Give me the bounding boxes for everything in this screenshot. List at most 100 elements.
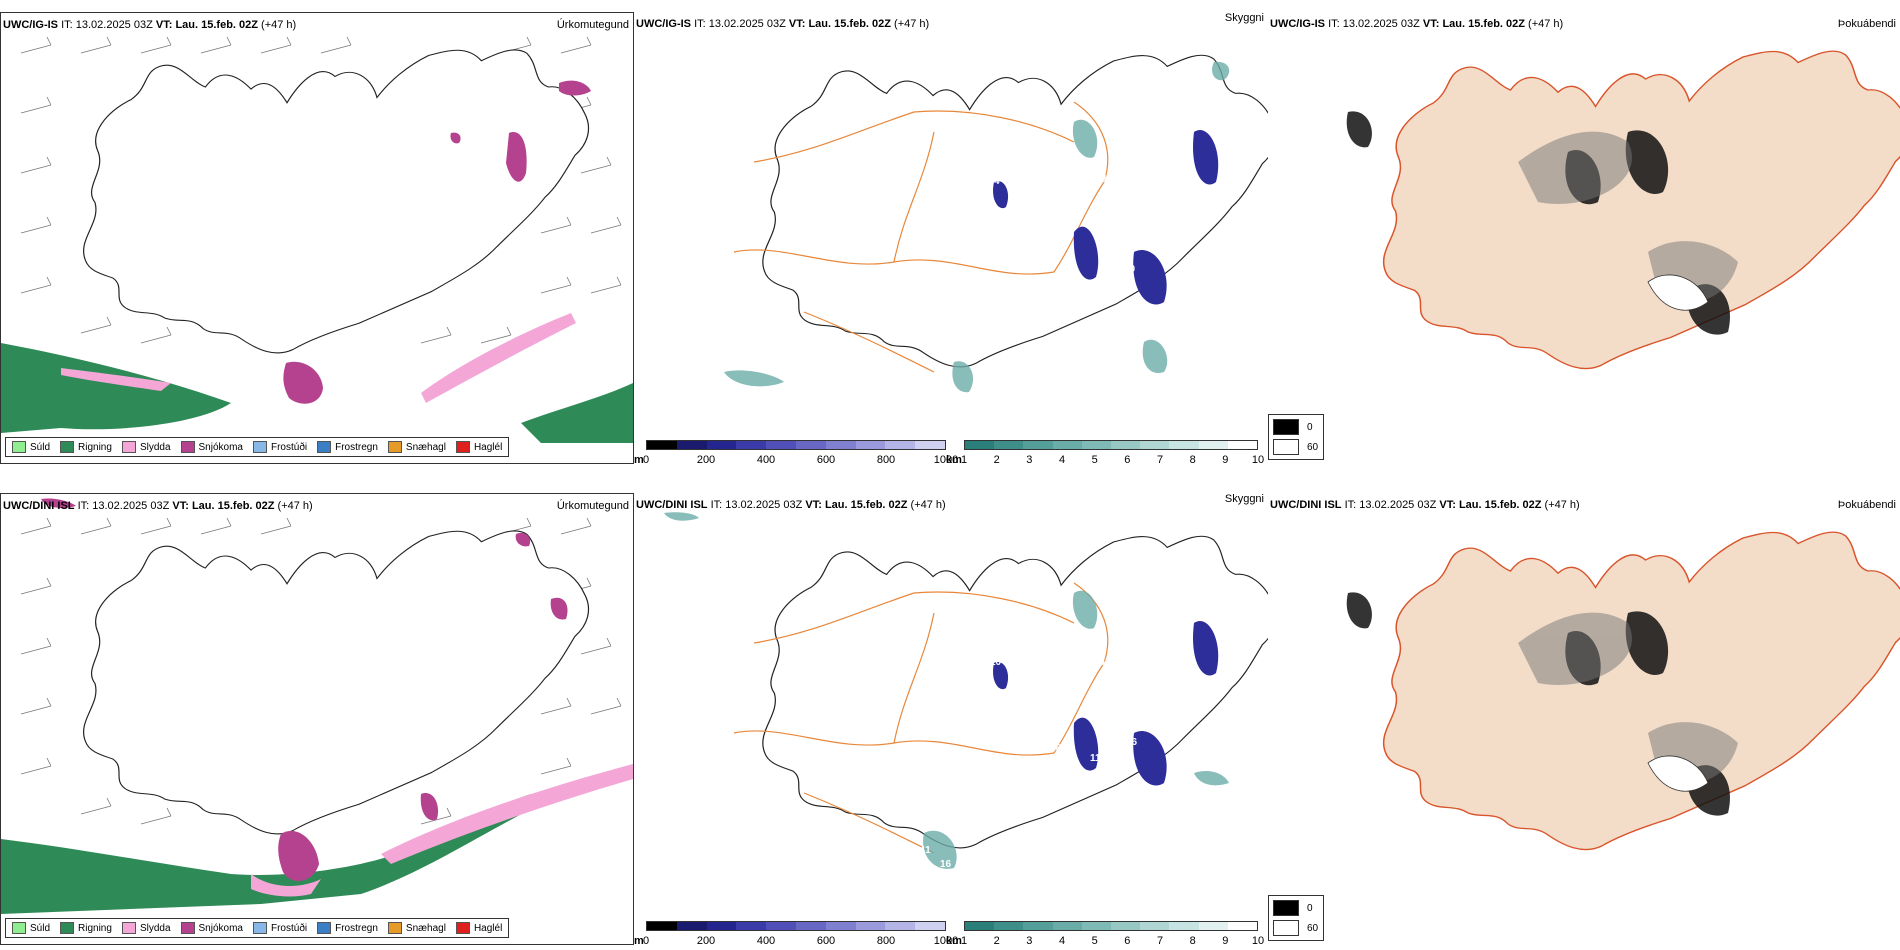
elevation-bar	[646, 921, 946, 931]
visibility-mid-areas	[724, 61, 1230, 393]
vis-number: 16	[940, 875, 952, 886]
vt-value: Lau. 15.feb. 02Z	[175, 19, 258, 31]
snow-area-4	[515, 532, 531, 547]
colorbar-segment	[1081, 922, 1112, 930]
panel-title: Úrkomutegund	[556, 19, 629, 31]
it-label: IT:	[77, 500, 90, 512]
colorbar-segment	[795, 922, 826, 930]
colorbar-tick: 7	[1156, 454, 1164, 466]
vis-number: 241	[914, 845, 931, 856]
vis-number: 17	[1054, 643, 1066, 654]
colorbar-tick: 6	[1124, 935, 1131, 947]
legend-label: Frostúði	[270, 922, 308, 934]
it-value: 13.02.2025 03Z	[1342, 18, 1420, 30]
legend-label: Slydda	[139, 441, 171, 453]
colorbar-segment	[1111, 441, 1141, 449]
wind-barbs	[20, 517, 622, 825]
visibility-ticks: 1 2 3 4 5 6 7 8 9 10	[961, 454, 1264, 466]
fog-legend-swatch-light	[1273, 920, 1299, 936]
it-label: IT:	[694, 18, 706, 30]
legend-label: Slydda	[139, 922, 171, 934]
lead-time: (+47 h)	[1544, 499, 1580, 511]
vis-number: 70	[1124, 264, 1136, 275]
legend-label: Snjókoma	[198, 922, 243, 934]
legend-item-rigning: Rigning	[60, 441, 112, 453]
colorbar-tick: 3	[1026, 935, 1033, 947]
vis-number: 151	[1102, 174, 1119, 185]
colorbar-tick: 7	[1156, 935, 1164, 947]
colorbar-tick: 8	[1189, 935, 1196, 947]
vis-number: 4	[994, 176, 1000, 187]
colorbar-tick: 800	[876, 935, 896, 947]
roads	[733, 101, 1109, 373]
elevation-ticks: 0 200 400 600 800 1000	[643, 935, 958, 947]
lead-time: (+47 h)	[277, 500, 313, 512]
elevation-unit: m	[634, 935, 644, 947]
fog-legend: 0 60	[1268, 414, 1324, 460]
vis-number: 49	[1064, 298, 1076, 309]
colorbar-segment	[855, 441, 886, 449]
legend-swatch	[12, 922, 26, 934]
legend-swatch	[180, 441, 195, 453]
colorbar-segment	[825, 922, 856, 930]
legend-swatch	[60, 922, 75, 934]
colorbar-segment	[1140, 441, 1170, 449]
precip-header-row1: UWC/IG-IS IT: 13.02.2025 03Z VT: Lau. 15…	[3, 19, 631, 31]
visibility-labels: 10 17 58 165 298 96 13 49 169 173 118 76…	[914, 625, 1194, 886]
legend-label: Rigning	[78, 922, 112, 934]
model-name: UWC/IG-IS	[1270, 18, 1325, 30]
colorbar-tick: 1000	[933, 935, 959, 947]
colorbar-tick: 200	[696, 935, 716, 947]
model-name: UWC/DINI ISL	[1270, 499, 1342, 511]
rain-area	[1, 794, 541, 914]
colorbar-segment	[885, 922, 916, 930]
it-value: 13.02.2025 03Z	[708, 18, 786, 30]
it-value: 13.02.2025 03Z	[1359, 499, 1437, 511]
legend-swatch	[317, 922, 332, 934]
rain-area-2	[521, 383, 633, 443]
colorbar-tick: 5	[1091, 454, 1098, 466]
visibility-unit: km	[946, 454, 962, 466]
visibility-map-row1: 3 4 151 206 92 131 5 20 49 70 115 114 82…	[724, 54, 1268, 405]
colorbar-tick: 1	[960, 935, 968, 947]
colorbar-segment	[965, 922, 995, 930]
colorbar-segment	[647, 441, 677, 449]
legend-swatch	[180, 922, 195, 934]
vis-number: 114	[1092, 294, 1109, 305]
colorbar-segment	[795, 441, 826, 449]
colorbar-segment	[1227, 441, 1258, 449]
roads	[733, 582, 1109, 854]
colorbar-segment	[1052, 441, 1082, 449]
sleet-band-2	[61, 368, 171, 391]
sleet-band-2	[251, 874, 321, 897]
rain-area	[1, 343, 231, 433]
colorbar-segment	[676, 922, 707, 930]
vis-number: 123	[1122, 182, 1139, 193]
legend-item-frostregn: Frostregn	[317, 441, 378, 453]
snow-area-1	[283, 361, 323, 404]
snow-area-4	[450, 132, 461, 144]
model-name: UWC/IG-IS	[3, 19, 58, 31]
vt-value: Lau. 15.feb. 02Z	[808, 18, 891, 30]
colorbar-segment	[1023, 441, 1053, 449]
legend-label: Frostregn	[335, 922, 378, 934]
vis-number: 118	[1090, 753, 1107, 764]
visibility-map-row2: 10 17 58 165 298 96 13 49 169 173 118 76…	[664, 512, 1268, 886]
colorbar-tick: 5	[1091, 935, 1098, 947]
legend-item-slydda: Slydda	[121, 922, 171, 934]
colorbar-tick: 10	[1251, 935, 1265, 947]
fog-legend: 0 60	[1268, 895, 1324, 941]
panel-title: Skyggni	[1224, 12, 1264, 24]
vis-number: 131	[1054, 214, 1071, 225]
precip-map-row2	[1, 498, 633, 914]
vt-value: Lau. 15.feb. 02Z	[1458, 499, 1542, 511]
visibility-labels: 3 4 151 206 92 131 5 20 49 70 115 114 82…	[914, 144, 1166, 405]
colorbar-segment	[1198, 441, 1228, 449]
visibility-bar	[964, 921, 1258, 931]
legend-label: Frostregn	[335, 441, 378, 453]
legend-item-snæhagl: Snæhagl	[387, 922, 446, 934]
colorbar-segment	[766, 922, 796, 930]
model-name: UWC/DINI ISL	[3, 500, 75, 512]
it-value: 13.02.2025 03Z	[92, 500, 170, 512]
precip-panel-row1: UWC/IG-IS IT: 13.02.2025 03Z VT: Lau. 15…	[0, 12, 634, 464]
